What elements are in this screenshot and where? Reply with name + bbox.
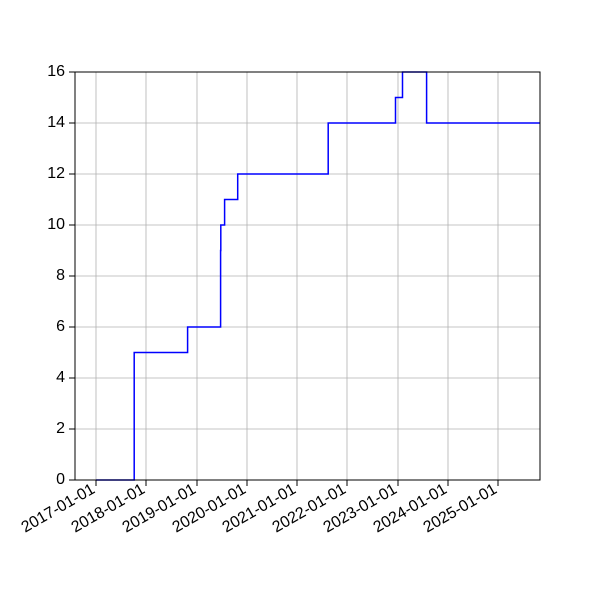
svg-text:10: 10: [47, 216, 65, 233]
svg-text:4: 4: [56, 369, 65, 386]
svg-text:6: 6: [56, 318, 65, 335]
svg-text:12: 12: [47, 165, 65, 182]
svg-text:16: 16: [47, 63, 65, 80]
svg-text:14: 14: [47, 114, 65, 131]
svg-text:0: 0: [56, 471, 65, 488]
svg-text:2: 2: [56, 420, 65, 437]
svg-text:8: 8: [56, 267, 65, 284]
